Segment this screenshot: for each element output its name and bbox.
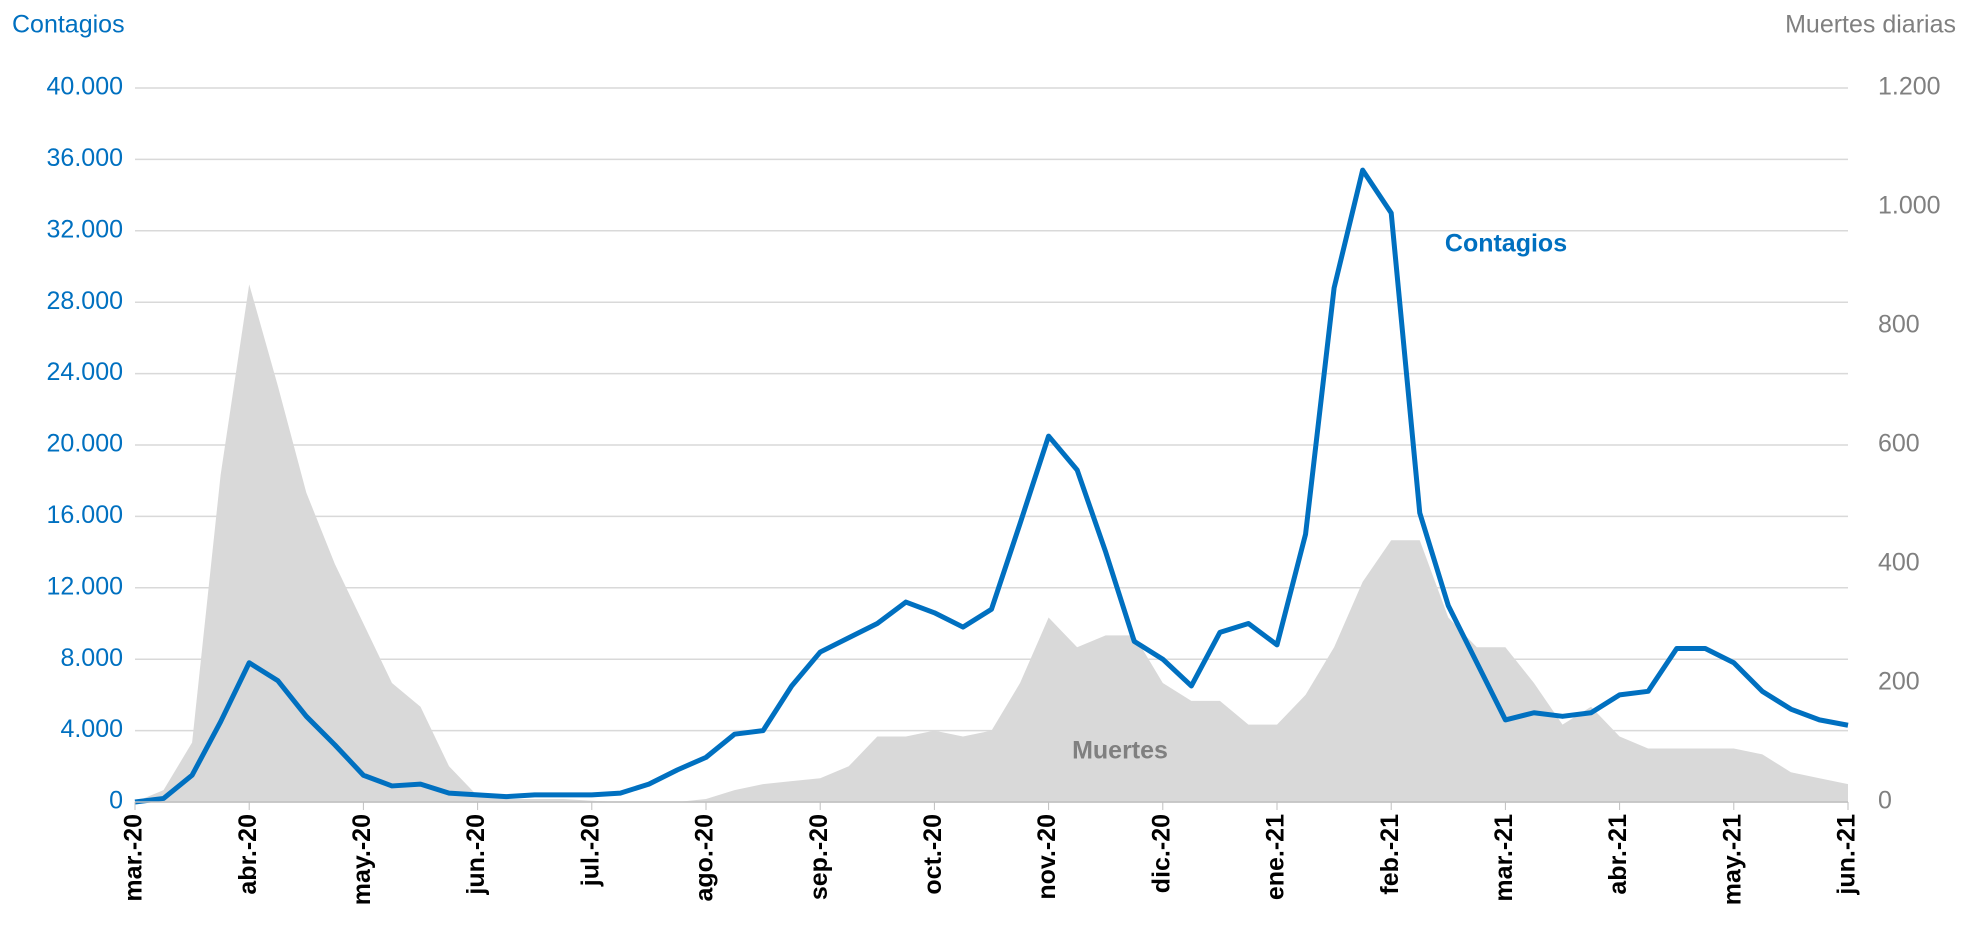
x-tick-label: may.-20 [348, 814, 376, 905]
x-tick-label: abr.-21 [1604, 814, 1632, 895]
x-tick-label: feb.-21 [1376, 814, 1404, 895]
x-tick-label: ene.-21 [1262, 814, 1290, 900]
y-axis-title: Contagios [12, 11, 125, 39]
x-tick-label: mar.-21 [1490, 814, 1518, 902]
x-tick-label: nov.-20 [1033, 814, 1061, 900]
x-tick-label: sep.-20 [805, 814, 833, 900]
y-tick-label: 12.000 [47, 572, 123, 600]
y-tick-label: 36.000 [47, 144, 123, 172]
y-tick-label: 16.000 [47, 501, 123, 529]
y-tick-label: 0 [109, 787, 123, 815]
y2-axis-title: Muertes diarias [1785, 11, 1956, 39]
x-tick-label: jun.-20 [462, 814, 490, 896]
y2-tick-label: 1.000 [1878, 192, 1941, 220]
y-tick-label: 28.000 [47, 287, 123, 315]
y-tick-label: 32.000 [47, 215, 123, 243]
y2-tick-label: 600 [1878, 430, 1920, 458]
x-tick-label: may.-21 [1718, 814, 1746, 905]
x-tick-label: dic.-20 [1147, 814, 1175, 893]
y2-tick-label: 1.200 [1878, 73, 1941, 101]
y-tick-label: 20.000 [47, 430, 123, 458]
y2-tick-label: 400 [1878, 549, 1920, 577]
x-tick-label: ago.-20 [691, 814, 719, 902]
x-tick-label: oct.-20 [919, 814, 947, 895]
y-tick-label: 24.000 [47, 358, 123, 386]
x-tick-label: jul.-20 [576, 814, 604, 887]
series-label: Muertes [1072, 737, 1168, 765]
y2-tick-label: 200 [1878, 668, 1920, 696]
area [135, 284, 1848, 803]
y-tick-label: 8.000 [60, 644, 123, 672]
x-tick-label: abr.-20 [234, 814, 262, 895]
y-tick-label: 40.000 [47, 73, 123, 101]
y2-tick-label: 800 [1878, 311, 1920, 339]
y2-tick-label: 0 [1878, 787, 1892, 815]
series-label: Contagios [1445, 230, 1567, 258]
x-tick-label: mar.-20 [120, 814, 148, 902]
line [134, 167, 1849, 805]
y-tick-label: 4.000 [60, 715, 123, 743]
x-tick-label: jun.-21 [1833, 814, 1861, 896]
